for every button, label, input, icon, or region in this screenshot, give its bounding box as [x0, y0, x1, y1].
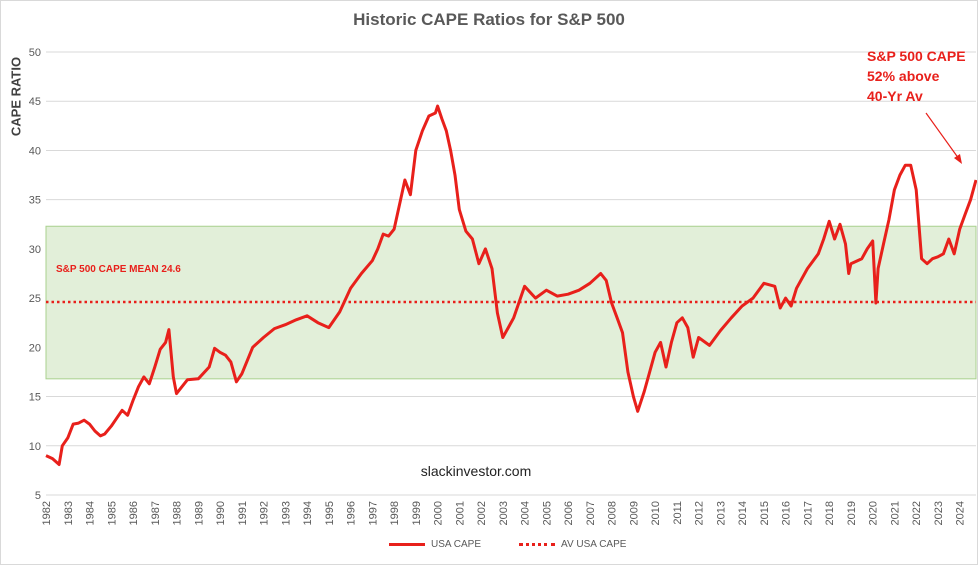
watermark-text: slackinvestor.com: [420, 463, 532, 479]
x-tick-label: 2010: [650, 501, 662, 525]
x-tick-label: 2002: [476, 501, 488, 525]
chart-title: Historic CAPE Ratios for S&P 500: [353, 10, 625, 29]
series-line-usa-cape: [45, 104, 977, 466]
legend-label-av-usa-cape: AV USA CAPE: [561, 539, 627, 550]
x-tick-label: 1989: [193, 501, 205, 525]
annotation-line-3: 40-Yr Av: [867, 88, 923, 104]
legend-label-usa-cape: USA CAPE: [431, 539, 482, 550]
y-axis-label: CAPE RATIO: [8, 56, 24, 137]
x-tick-label: 2018: [824, 501, 836, 525]
legend-swatch-solid: [389, 543, 425, 546]
x-tick-label: 2003: [498, 501, 510, 525]
mean-band: [45, 225, 977, 380]
x-tick-label: 2011: [672, 501, 684, 525]
x-tick-label: 1996: [346, 501, 358, 525]
x-tick-label: 2008: [607, 501, 619, 525]
annotation-callout: S&P 500 CAPE 52% above 40-Yr Av: [867, 46, 977, 106]
x-tick-label: 1986: [128, 501, 140, 525]
x-tick-label: 1988: [172, 501, 184, 525]
legend-item-usa-cape: USA CAPE: [389, 539, 481, 550]
x-tick-label: 2013: [715, 501, 727, 525]
x-tick-label: 2017: [802, 501, 814, 525]
x-tick-label: 2022: [911, 501, 923, 525]
x-tick-label: 1994: [302, 501, 314, 525]
y-tick-label: 15: [29, 392, 41, 404]
y-tick-label: 40: [29, 145, 41, 157]
x-tick-label: 2023: [933, 501, 945, 525]
chart-legend: USA CAPE AV USA CAPE: [389, 539, 656, 550]
x-tick-label: 2004: [520, 501, 532, 525]
y-tick-label: 10: [29, 441, 41, 453]
x-tick-label: 2014: [737, 501, 749, 525]
x-tick-label: 2016: [781, 501, 793, 525]
y-tick-label: 30: [29, 244, 41, 256]
annotation-arrow-line: [925, 112, 960, 160]
x-tick-label: 1983: [63, 501, 75, 525]
x-tick-label: 2009: [628, 501, 640, 525]
x-tick-label: 2012: [694, 501, 706, 525]
annotation-line-2: 52% above: [867, 68, 940, 84]
x-tick-label: 1998: [389, 501, 401, 525]
x-tick-label: 1984: [85, 501, 97, 525]
x-tick-label: 2007: [585, 501, 597, 525]
legend-swatch-dotted: [519, 543, 556, 546]
x-tick-label: 2021: [889, 501, 901, 525]
annotation-line-1: S&P 500 CAPE: [867, 48, 966, 64]
x-tick-label: 1995: [324, 501, 336, 525]
x-tick-label: 1997: [367, 501, 379, 525]
annotation-arrow-head: [954, 154, 962, 164]
x-tick-label: 1993: [280, 501, 292, 525]
x-tick-label: 2024: [955, 501, 967, 525]
x-tick-label: 1991: [237, 501, 249, 525]
x-tick-label: 1985: [106, 501, 118, 525]
x-tick-label: 2000: [433, 501, 445, 525]
x-tick-label: 1987: [150, 501, 162, 525]
x-tick-label: 1982: [41, 501, 53, 525]
x-tick-label: 2005: [541, 501, 553, 525]
x-tick-label: 2019: [846, 501, 858, 525]
x-tick-label: 2015: [759, 501, 771, 525]
x-tick-label: 2006: [563, 501, 575, 525]
x-tick-label: 1992: [259, 501, 271, 525]
y-tick-label: 35: [29, 195, 41, 207]
y-tick-label: 5: [35, 490, 41, 502]
mean-band-label: S&P 500 CAPE MEAN 24.6: [56, 264, 181, 275]
x-tick-label: 2001: [454, 501, 466, 525]
legend-item-av-usa-cape: AV USA CAPE: [519, 539, 626, 550]
y-tick-label: 50: [29, 47, 41, 59]
y-tick-label: 25: [29, 293, 41, 305]
y-tick-label: 20: [29, 342, 41, 354]
y-tick-label: 45: [29, 96, 41, 108]
x-tick-label: 1990: [215, 501, 227, 525]
x-tick-label: 1999: [411, 501, 423, 525]
x-tick-label: 2020: [868, 501, 880, 525]
